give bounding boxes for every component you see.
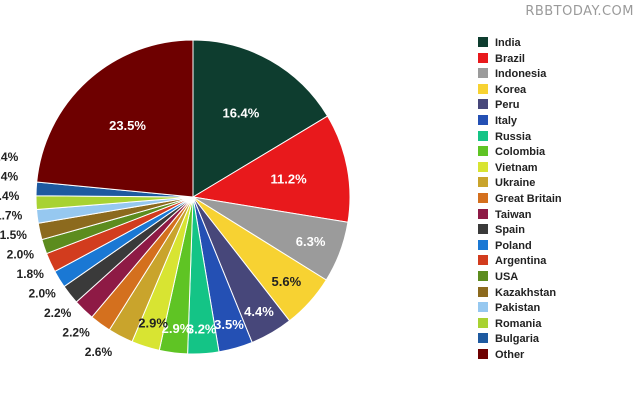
legend-item-other: Other: [478, 348, 562, 364]
legend-label: Argentina: [495, 255, 546, 267]
legend-swatch: [478, 84, 488, 94]
slice-label-brazil: 11.2%: [271, 172, 308, 187]
legend-swatch: [478, 193, 488, 203]
legend-label: Ukraine: [495, 177, 535, 189]
legend-label: Russia: [495, 131, 531, 143]
slice-label-bulgaria: 1.4%: [0, 150, 19, 164]
legend-item-romania: Romania: [478, 317, 562, 333]
legend-swatch: [478, 177, 488, 187]
slice-label-spain: 2.0%: [28, 287, 56, 301]
legend-swatch: [478, 302, 488, 312]
legend-swatch: [478, 255, 488, 265]
legend-swatch: [478, 68, 488, 78]
legend-swatch: [478, 349, 488, 359]
legend-item-indonesia: Indonesia: [478, 67, 562, 83]
legend-item-taiwan: Taiwan: [478, 208, 562, 224]
legend-swatch: [478, 146, 488, 156]
slice-label-argentina: 2.0%: [7, 248, 35, 262]
pie-slices: [36, 40, 350, 354]
legend-item-great-britain: Great Britain: [478, 192, 562, 208]
legend-swatch: [478, 131, 488, 141]
slice-label-kazakhstan: 1.7%: [0, 209, 23, 223]
legend-label: India: [495, 37, 521, 49]
legend-item-bulgaria: Bulgaria: [478, 332, 562, 348]
legend-swatch: [478, 53, 488, 63]
legend-label: USA: [495, 271, 518, 283]
legend-swatch: [478, 224, 488, 234]
legend-swatch: [478, 318, 488, 328]
slice-label-poland: 1.8%: [17, 267, 45, 281]
slice-label-usa: 1.5%: [0, 228, 27, 242]
legend-item-peru: Peru: [478, 98, 562, 114]
legend-item-brazil: Brazil: [478, 52, 562, 68]
legend-swatch: [478, 115, 488, 125]
legend-label: Kazakhstan: [495, 287, 556, 299]
legend-item-poland: Poland: [478, 239, 562, 255]
legend-label: Vietnam: [495, 162, 538, 174]
slice-label-ukraine: 2.6%: [85, 345, 113, 359]
legend-label: Korea: [495, 84, 526, 96]
legend-label: Bulgaria: [495, 333, 539, 345]
slice-label-taiwan: 2.2%: [44, 306, 72, 320]
legend-label: Taiwan: [495, 209, 531, 221]
slice-label-korea: 5.6%: [272, 274, 302, 289]
slice-label-russia: 3.2%: [187, 322, 217, 337]
legend-item-kazakhstan: Kazakhstan: [478, 286, 562, 302]
slice-label-italy: 3.5%: [214, 317, 244, 332]
slice-label-great-britain: 2.2%: [62, 326, 90, 340]
legend-item-pakistan: Pakistan: [478, 301, 562, 317]
slice-label-pakistan: 1.4%: [0, 189, 20, 203]
legend-item-argentina: Argentina: [478, 254, 562, 270]
legend-label: Peru: [495, 99, 519, 111]
slice-label-indonesia: 6.3%: [296, 234, 326, 249]
legend-swatch: [478, 162, 488, 172]
legend-item-colombia: Colombia: [478, 145, 562, 161]
legend-swatch: [478, 333, 488, 343]
legend-label: Spain: [495, 224, 525, 236]
legend-item-india: India: [478, 36, 562, 52]
legend-item-spain: Spain: [478, 223, 562, 239]
legend-label: Great Britain: [495, 193, 562, 205]
legend: India Brazil Indonesia Korea Peru Italy Russia…: [478, 36, 562, 363]
legend-item-russia: Russia: [478, 130, 562, 146]
legend-label: Other: [495, 349, 524, 361]
legend-label: Colombia: [495, 146, 545, 158]
legend-swatch: [478, 37, 488, 47]
legend-swatch: [478, 240, 488, 250]
legend-label: Italy: [495, 115, 517, 127]
pie-chart: 16.4%11.2%6.3%5.6%4.4%3.5%3.2%2.9%2.9%23…: [0, 0, 470, 400]
legend-swatch: [478, 209, 488, 219]
slice-label-india: 16.4%: [222, 105, 259, 120]
slice-label-peru: 4.4%: [244, 304, 274, 319]
legend-label: Brazil: [495, 53, 525, 65]
legend-label: Poland: [495, 240, 532, 252]
legend-swatch: [478, 287, 488, 297]
slice-label-other: 23.5%: [109, 118, 146, 133]
watermark: RBBTODAY.COM: [525, 4, 634, 19]
legend-label: Indonesia: [495, 68, 546, 80]
legend-swatch: [478, 271, 488, 281]
legend-swatch: [478, 99, 488, 109]
slice-label-vietnam: 2.9%: [138, 316, 168, 331]
legend-item-korea: Korea: [478, 83, 562, 99]
legend-item-italy: Italy: [478, 114, 562, 130]
slice-label-romania: 1.4%: [0, 170, 18, 184]
legend-label: Pakistan: [495, 302, 540, 314]
legend-item-vietnam: Vietnam: [478, 161, 562, 177]
legend-item-usa: USA: [478, 270, 562, 286]
legend-label: Romania: [495, 318, 541, 330]
legend-item-ukraine: Ukraine: [478, 176, 562, 192]
